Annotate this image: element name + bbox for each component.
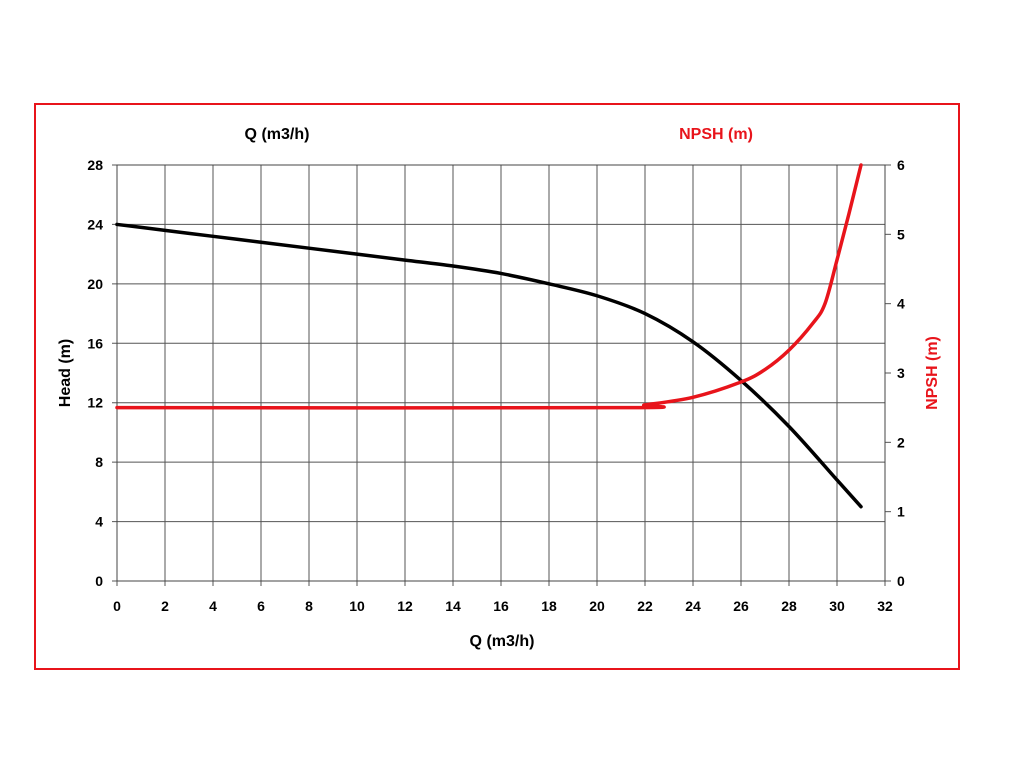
x-tick-label: 4 (209, 598, 217, 614)
plot-area-border (116, 164, 886, 582)
y2-tick-label: 0 (897, 573, 905, 589)
x-tick-label: 12 (397, 598, 413, 614)
y2-axis-label: NPSH (m) (924, 336, 941, 410)
x-tick-label: 16 (493, 598, 509, 614)
x-tick-label: 22 (637, 598, 653, 614)
y-tick-label: 24 (87, 216, 103, 232)
x-tick-label: 6 (257, 598, 265, 614)
x-tick-label: 14 (445, 598, 461, 614)
tick-labels: 0 2 4 6 8 10 12 14 16 18 20 22 24 26 28 30 3204812162024… (87, 157, 905, 614)
x-tick-label: 30 (829, 598, 845, 614)
head-curve (115, 222, 863, 509)
x-tick-label: 2 (161, 598, 169, 614)
y-tick-label: 16 (87, 335, 103, 351)
y2-tick-label: 3 (897, 365, 905, 381)
npsh-curve (115, 163, 863, 410)
x-tick-label: 10 (349, 598, 365, 614)
y-tick-label: 0 (95, 573, 103, 589)
y2-tick-label: 1 (897, 504, 905, 520)
top-right-label: NPSH (m) (679, 126, 753, 143)
y-tick-label: 28 (87, 157, 103, 173)
x-axis-label: Q (m3/h) (470, 633, 535, 650)
x-tick-label: 28 (781, 598, 797, 614)
y2-tick-label: 4 (897, 296, 905, 312)
x-tick-label: 26 (733, 598, 749, 614)
x-tick-label: 8 (305, 598, 313, 614)
y-tick-label: 20 (87, 276, 103, 292)
grid (112, 164, 891, 586)
x-tick-label: 32 (877, 598, 893, 614)
y-axis-label: Head (m) (57, 339, 74, 407)
y-tick-label: 12 (87, 395, 103, 411)
series-lines (115, 163, 863, 509)
x-tick-label: 0 (113, 598, 121, 614)
y2-tick-label: 6 (897, 157, 905, 173)
y-tick-label: 4 (95, 514, 103, 530)
y2-tick-label: 5 (897, 226, 905, 242)
x-tick-label: 24 (685, 598, 701, 614)
top-left-label: Q (m3/h) (245, 126, 310, 143)
x-tick-label: 20 (589, 598, 605, 614)
y-tick-label: 8 (95, 454, 103, 470)
x-tick-label: 18 (541, 598, 557, 614)
y2-tick-label: 2 (897, 434, 905, 450)
chart-frame (34, 103, 960, 670)
